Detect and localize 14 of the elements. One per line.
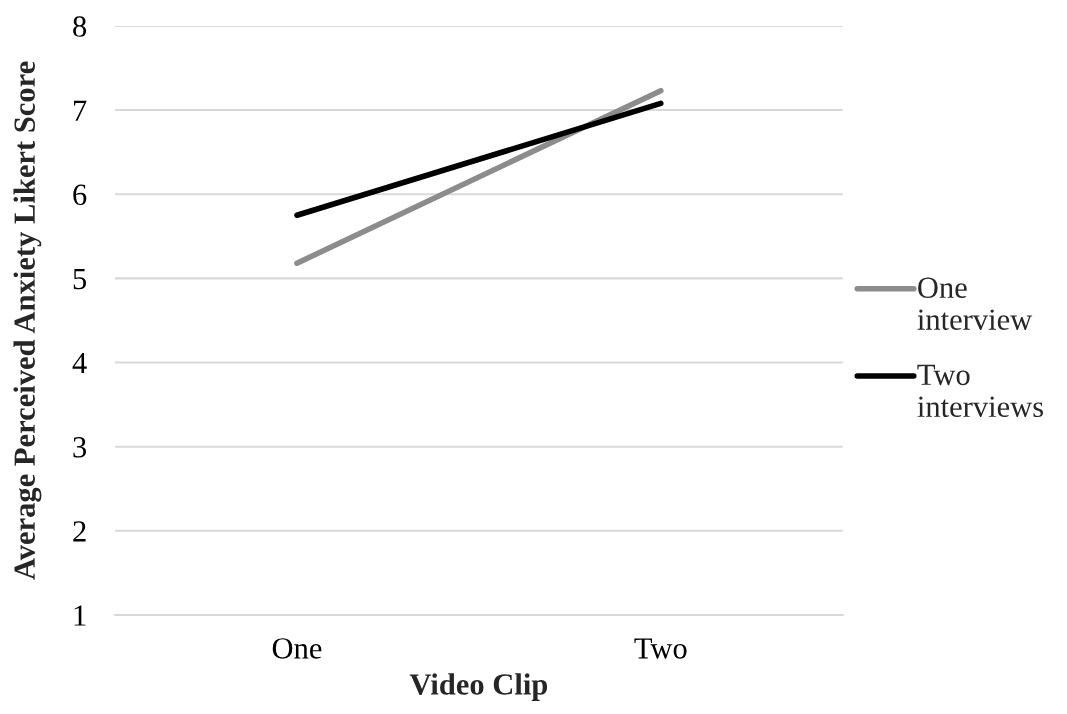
legend-label: One interview <box>917 277 1033 330</box>
y-tick-label: 2 <box>73 521 86 542</box>
y-axis-title: Average Perceived Anxiety Likert Score <box>13 61 42 580</box>
y-tick-label: 4 <box>72 353 87 374</box>
y-tick-label: 6 <box>73 184 87 206</box>
y-tick-label: 1 <box>74 605 86 626</box>
legend-label: Two interviews <box>917 364 1044 418</box>
x-axis-title: Video Clip <box>409 673 548 701</box>
x-tick-label: One <box>272 638 322 659</box>
y-tick-label: 8 <box>73 16 87 37</box>
y-tick-label: 5 <box>73 268 87 290</box>
x-tick-label: Two <box>634 638 687 659</box>
y-tick-label: 7 <box>73 100 87 121</box>
y-tick-label: 3 <box>73 437 87 458</box>
